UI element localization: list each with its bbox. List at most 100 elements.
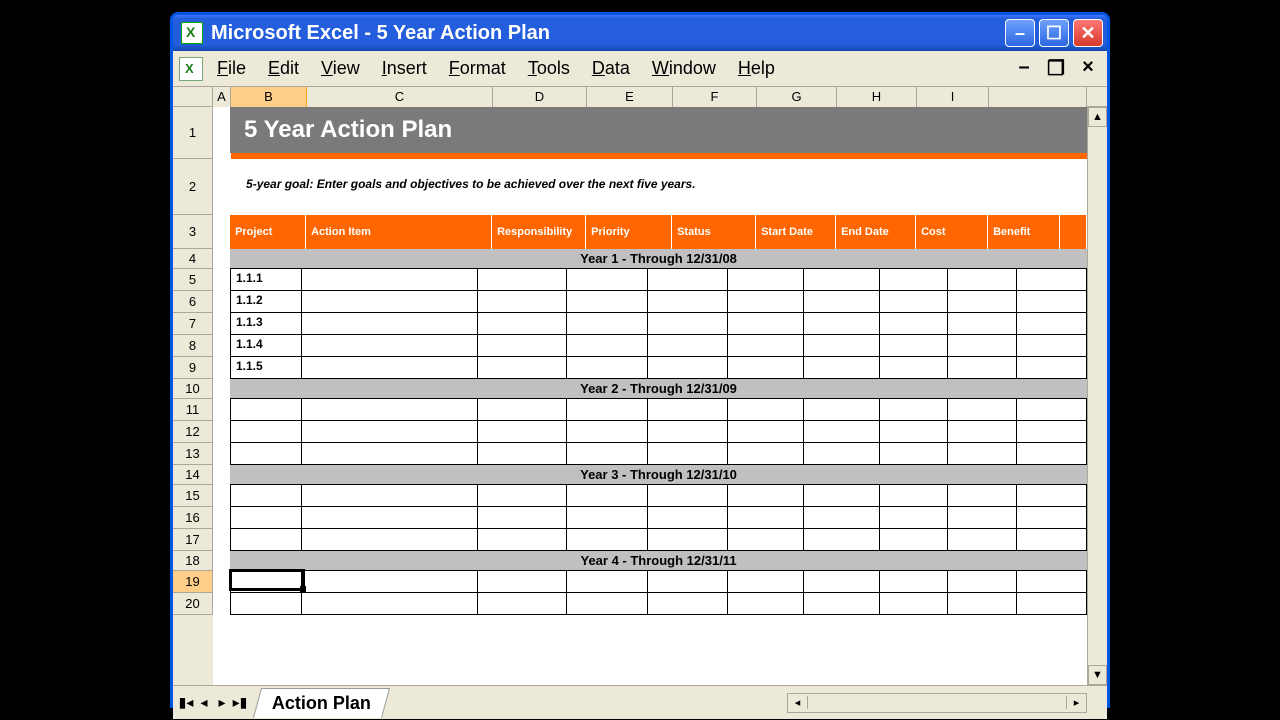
- table-cell[interactable]: [880, 313, 948, 335]
- table-cell[interactable]: [478, 313, 567, 335]
- column-header-B[interactable]: B: [231, 87, 307, 107]
- table-cell[interactable]: [948, 399, 1016, 421]
- minimize-button[interactable]: –: [1005, 19, 1035, 47]
- table-cell[interactable]: [302, 313, 478, 335]
- table-cell[interactable]: [880, 507, 948, 529]
- table-cell[interactable]: [302, 357, 478, 379]
- table-cell[interactable]: [302, 529, 478, 551]
- table-cell[interactable]: [478, 443, 567, 465]
- table-cell[interactable]: [728, 571, 804, 593]
- table-cell[interactable]: [804, 443, 880, 465]
- table-cell[interactable]: [1017, 421, 1087, 443]
- table-cell[interactable]: [728, 357, 804, 379]
- table-cell[interactable]: [302, 335, 478, 357]
- table-cell[interactable]: [648, 421, 728, 443]
- scroll-down-button[interactable]: ▼: [1088, 665, 1107, 685]
- menu-help[interactable]: Help: [738, 58, 775, 79]
- row-header-8[interactable]: 8: [173, 335, 213, 357]
- doc-restore-button[interactable]: ❐: [1045, 56, 1067, 81]
- column-header-G[interactable]: G: [757, 87, 837, 107]
- table-cell[interactable]: [478, 335, 567, 357]
- table-cell[interactable]: [880, 399, 948, 421]
- doc-close-button[interactable]: ×: [1077, 56, 1099, 81]
- table-cell[interactable]: [1017, 443, 1087, 465]
- sheet-tab-active[interactable]: Action Plan: [253, 688, 390, 718]
- table-cell[interactable]: [728, 593, 804, 615]
- scroll-up-button[interactable]: ▲: [1088, 107, 1107, 127]
- row-header-12[interactable]: 12: [173, 421, 213, 443]
- table-cell[interactable]: [948, 421, 1016, 443]
- tab-next-button[interactable]: ▸: [213, 694, 231, 711]
- menu-tools[interactable]: Tools: [528, 58, 570, 79]
- table-cell[interactable]: [1017, 399, 1087, 421]
- table-cell[interactable]: [1017, 357, 1087, 379]
- menu-file[interactable]: File: [217, 58, 246, 79]
- table-cell[interactable]: [648, 269, 728, 291]
- titlebar[interactable]: Microsoft Excel - 5 Year Action Plan – ☐…: [173, 15, 1107, 51]
- hscroll-left-button[interactable]: ◂: [788, 696, 808, 709]
- table-cell[interactable]: [1017, 313, 1087, 335]
- table-cell[interactable]: [880, 529, 948, 551]
- row-header-7[interactable]: 7: [173, 313, 213, 335]
- column-header-H[interactable]: H: [837, 87, 917, 107]
- table-cell[interactable]: [804, 399, 880, 421]
- column-header-F[interactable]: F: [673, 87, 757, 107]
- table-cell[interactable]: [567, 421, 649, 443]
- row-header-17[interactable]: 17: [173, 529, 213, 551]
- table-cell[interactable]: 1.1.5: [230, 357, 302, 379]
- table-cell[interactable]: [804, 529, 880, 551]
- table-cell[interactable]: [804, 421, 880, 443]
- table-cell[interactable]: [880, 269, 948, 291]
- maximize-button[interactable]: ☐: [1039, 19, 1069, 47]
- table-cell[interactable]: [567, 529, 649, 551]
- table-cell[interactable]: [230, 399, 302, 421]
- hscroll-right-button[interactable]: ▸: [1066, 696, 1086, 709]
- table-cell[interactable]: [302, 485, 478, 507]
- table-cell[interactable]: [1017, 593, 1087, 615]
- table-cell[interactable]: [478, 593, 567, 615]
- scroll-track[interactable]: [1088, 127, 1107, 665]
- row-header-9[interactable]: 9: [173, 357, 213, 379]
- table-cell[interactable]: [880, 335, 948, 357]
- table-cell[interactable]: [880, 443, 948, 465]
- table-cell[interactable]: [804, 593, 880, 615]
- table-cell[interactable]: [567, 443, 649, 465]
- table-cell[interactable]: [880, 485, 948, 507]
- table-cell[interactable]: [478, 291, 567, 313]
- table-cell[interactable]: [728, 421, 804, 443]
- table-cell[interactable]: [230, 529, 302, 551]
- row-header-4[interactable]: 4: [173, 249, 213, 269]
- table-cell[interactable]: [728, 313, 804, 335]
- table-cell[interactable]: [728, 507, 804, 529]
- table-cell[interactable]: [804, 571, 880, 593]
- table-cell[interactable]: [648, 593, 728, 615]
- table-cell[interactable]: [230, 507, 302, 529]
- table-cell[interactable]: [648, 529, 728, 551]
- table-cell[interactable]: [1017, 507, 1087, 529]
- table-cell[interactable]: [804, 291, 880, 313]
- table-cell[interactable]: [948, 485, 1016, 507]
- table-cell[interactable]: 1.1.2: [230, 291, 302, 313]
- column-header-D[interactable]: D: [493, 87, 587, 107]
- table-cell[interactable]: [804, 269, 880, 291]
- column-header-C[interactable]: C: [307, 87, 493, 107]
- row-header-16[interactable]: 16: [173, 507, 213, 529]
- table-cell[interactable]: [1017, 529, 1087, 551]
- row-header-18[interactable]: 18: [173, 551, 213, 571]
- table-cell[interactable]: [648, 335, 728, 357]
- table-cell[interactable]: [804, 313, 880, 335]
- table-cell[interactable]: [648, 399, 728, 421]
- table-cell[interactable]: [302, 421, 478, 443]
- table-cell[interactable]: [302, 443, 478, 465]
- menu-format[interactable]: Format: [449, 58, 506, 79]
- table-cell[interactable]: 1.1.1: [230, 269, 302, 291]
- table-cell[interactable]: [567, 357, 649, 379]
- table-cell[interactable]: [1017, 485, 1087, 507]
- table-cell[interactable]: [880, 421, 948, 443]
- table-cell[interactable]: [804, 507, 880, 529]
- table-cell[interactable]: [648, 485, 728, 507]
- table-cell[interactable]: [880, 357, 948, 379]
- row-header-14[interactable]: 14: [173, 465, 213, 485]
- table-cell[interactable]: [948, 593, 1016, 615]
- table-cell[interactable]: [230, 421, 302, 443]
